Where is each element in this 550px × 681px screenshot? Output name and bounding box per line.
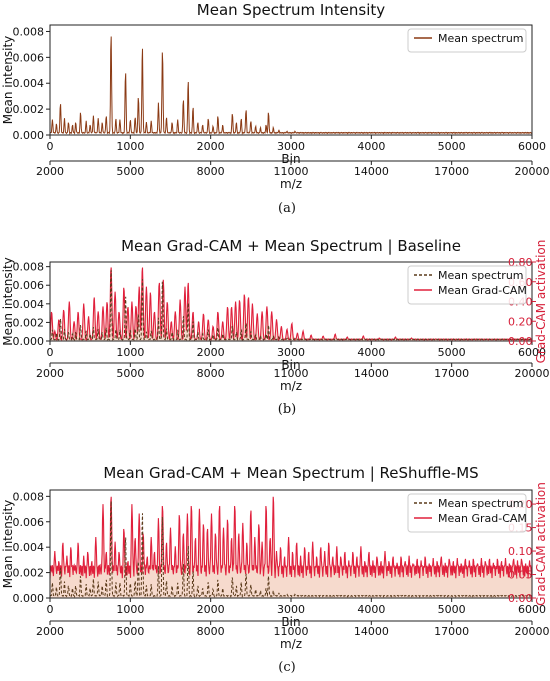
x-tick-label: 3000: [277, 346, 305, 359]
mz-tick-label: 14000: [354, 165, 389, 178]
y-tick-label: 0.000: [13, 335, 45, 348]
mz-tick-label: 17000: [434, 625, 469, 638]
x-tick-label: 4000: [357, 346, 385, 359]
y-tick-label: 0.002: [13, 316, 45, 329]
y2-axis-label: Grad-CAM activation: [534, 240, 548, 364]
x-tick-label: 6000: [518, 603, 546, 616]
x-tick-label: 2000: [197, 346, 225, 359]
x-tick-label: 0: [47, 140, 54, 153]
y2-axis-label: Grad-CAM activation: [534, 482, 548, 606]
spectrum-series-line: [49, 501, 533, 598]
x-tick-label: 2000: [197, 140, 225, 153]
gradcam-area: [50, 267, 532, 341]
mz-tick-label: 2000: [36, 625, 64, 638]
x-tick-label: 0: [47, 603, 54, 616]
y-tick-label: 0.002: [13, 567, 45, 580]
x-tick-label: 5000: [438, 603, 466, 616]
mz-tick-label: 8000: [197, 165, 225, 178]
y-tick-label: 0.008: [13, 490, 45, 503]
chart-title: Mean Grad-CAM + Mean Spectrum | Baseline: [121, 237, 461, 255]
mz-tick-label: 5000: [116, 165, 144, 178]
mz-tick-label: 11000: [274, 625, 309, 638]
mz-tick-label: 8000: [197, 367, 225, 380]
x-tick-label: 1000: [116, 346, 144, 359]
mz-tick-label: 14000: [354, 367, 389, 380]
y-tick-label: 0.000: [13, 592, 45, 605]
y-axis-label: Mean intensity: [1, 36, 15, 125]
mz-tick-label: 20000: [515, 367, 550, 380]
mz-tick-label: 8000: [197, 625, 225, 638]
y-tick-label: 0.006: [13, 279, 45, 292]
mz-tick-label: 17000: [434, 367, 469, 380]
y2-tick-label: 0.20: [508, 315, 533, 328]
gradcam-series-line: [49, 496, 533, 579]
x-tick-label: 2000: [197, 603, 225, 616]
y2-tick-label: 0.00: [508, 592, 533, 605]
mz-tick-label: 11000: [274, 165, 309, 178]
chart-panel-3: Mean Grad-CAM + Mean Spectrum | ReShuffl…: [1, 464, 550, 675]
legend-label: Mean Grad-CAM: [438, 512, 527, 525]
gradcam-area: [50, 496, 532, 598]
x-tick-label: 1000: [116, 603, 144, 616]
chart-title: Mean Spectrum Intensity: [197, 1, 386, 19]
legend-box: [407, 493, 527, 533]
mz-tick-label: 5000: [116, 625, 144, 638]
legend-label: Mean Grad-CAM: [438, 284, 527, 297]
legend-label: Mean spectrum: [438, 32, 524, 45]
spectrum-series-line: [49, 270, 533, 342]
x-tick-label: 4000: [357, 603, 385, 616]
spectrum-series-line: [49, 36, 533, 135]
gradcam-series-line: [49, 267, 533, 342]
legend-box: [407, 28, 527, 53]
mz-tick-label: 5000: [116, 367, 144, 380]
y2-tick-label: 0.00: [508, 335, 533, 348]
chart-title: Mean Grad-CAM + Mean Spectrum | ReShuffl…: [103, 464, 478, 482]
x-tick-label: 3000: [277, 603, 305, 616]
y-tick-label: 0.008: [13, 261, 45, 274]
y-tick-label: 0.006: [13, 516, 45, 529]
y-tick-label: 0.004: [13, 298, 45, 311]
y-tick-label: 0.000: [13, 129, 45, 142]
chart-panel-2: Mean Grad-CAM + Mean Spectrum | Baseline…: [1, 237, 550, 417]
y-tick-label: 0.008: [13, 25, 45, 38]
y2-tick-label: 0.10: [508, 545, 533, 558]
y-tick-label: 0.002: [13, 103, 45, 116]
x-tick-label: 3000: [277, 140, 305, 153]
x-tick-label: 5000: [438, 140, 466, 153]
y-axis-label: Mean intensity: [1, 500, 15, 589]
chart-panel-1: Mean Spectrum Intensity 0 1000 2000 3000 4000…: [1, 1, 550, 216]
x-tick-label: 5000: [438, 346, 466, 359]
x-tick-label: 6000: [518, 346, 546, 359]
mz-axis-label: m/z: [280, 637, 302, 651]
mz-tick-label: 2000: [36, 367, 64, 380]
subfigure-caption: (a): [278, 201, 296, 216]
mz-tick-label: 20000: [515, 165, 550, 178]
legend-label: Mean spectrum: [438, 269, 524, 282]
x-tick-label: 6000: [518, 140, 546, 153]
subfigure-caption: (b): [278, 402, 296, 417]
x-tick-label: 4000: [357, 140, 385, 153]
mz-tick-label: 2000: [36, 165, 64, 178]
x-tick-label: 0: [47, 346, 54, 359]
mz-tick-label: 11000: [274, 367, 309, 380]
x-tick-label: 1000: [116, 140, 144, 153]
y-tick-label: 0.006: [13, 51, 45, 64]
mz-axis-label: m/z: [280, 379, 302, 393]
mz-tick-label: 17000: [434, 165, 469, 178]
legend-box: [407, 265, 527, 305]
y-axis-label: Mean intensity: [1, 257, 15, 346]
x-axis-label: Bin: [281, 152, 300, 166]
mz-tick-label: 14000: [354, 625, 389, 638]
mz-axis-label: m/z: [280, 177, 302, 191]
legend-label: Mean spectrum: [438, 497, 524, 510]
subfigure-caption: (c): [278, 660, 295, 675]
y-tick-label: 0.004: [13, 77, 45, 90]
y2-tick-label: 0.05: [508, 569, 533, 582]
mz-tick-label: 20000: [515, 625, 550, 638]
y-tick-label: 0.004: [13, 541, 45, 554]
